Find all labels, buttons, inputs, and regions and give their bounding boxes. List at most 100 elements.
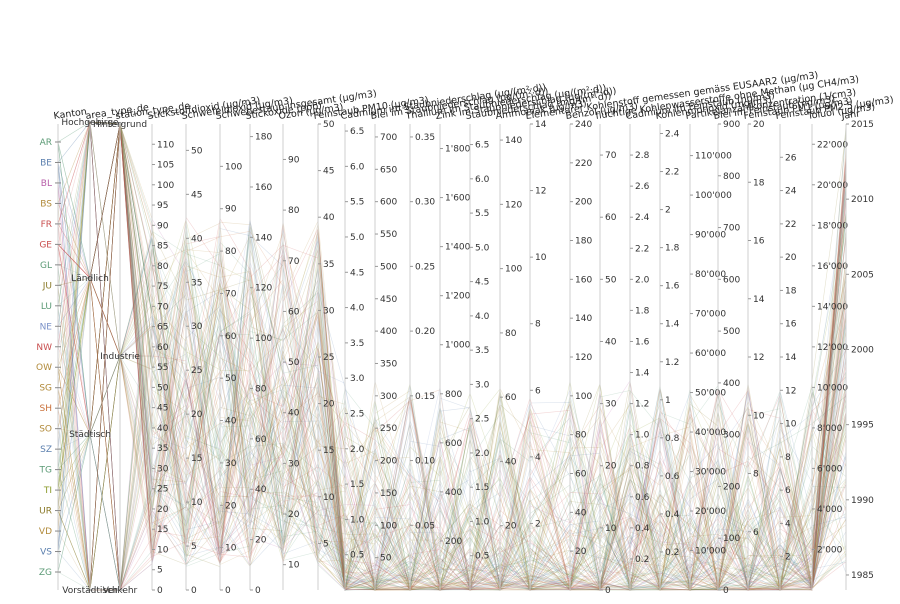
tick-label: 25 [157,485,168,495]
tick-label: 20 [225,501,237,511]
tick-label: 0.5 [475,552,489,562]
tick-label: 40 [505,457,517,467]
record-polyline [57,279,847,591]
tick-label: 15 [191,454,202,464]
tick-label: 100 [505,265,522,275]
record-polyline [57,267,847,591]
tick-label: 2.5 [350,409,364,419]
record-polyline [57,121,847,591]
tick-label: 1.4 [635,369,650,379]
tick-label: 150 [380,489,397,499]
tick-label: 90'000 [695,231,726,241]
record-polyline [57,213,847,590]
tick-label: 1990 [851,496,874,506]
tick-label: 20 [288,510,300,520]
category-label-sh: SH [40,404,52,414]
record-polyline [57,123,847,591]
tick-label: 120 [505,200,522,210]
tick-label: 140 [255,233,272,243]
record-polyline [57,121,847,592]
record-polyline [57,121,847,591]
tick-label: 40 [191,234,203,244]
tick-label: 200 [380,457,397,467]
tick-label: 45 [323,167,334,177]
tick-label: 400 [380,327,397,337]
tick-label: 80 [288,206,300,216]
record-polyline [57,121,847,592]
tick-label: 800 [445,390,462,400]
tick-label: 10 [535,253,547,263]
category-label-zg: ZG [39,568,52,578]
tick-label: 70 [157,302,169,312]
record-polyline [57,121,847,591]
record-polyline [57,123,847,591]
tick-label: 100 [380,521,397,531]
record-polyline [57,309,847,591]
tick-label: 600 [445,439,462,449]
tick-label: 400 [723,379,740,389]
tick-label: 70 [225,289,237,299]
tick-label: 2.4 [665,130,680,140]
tick-label: 18 [753,178,765,188]
tick-label: 20 [605,462,617,472]
tick-label: 140 [575,314,592,324]
category-label-ju: JU [42,281,52,291]
tick-label: 400 [445,488,462,498]
tick-label: 3.5 [475,346,489,356]
record-polyline [57,121,847,591]
tick-label: 80 [505,329,517,339]
tick-label: 5.0 [350,233,365,243]
category-label-sz: SZ [40,445,52,455]
tick-label: 2.2 [665,168,679,178]
record-polyline [57,183,847,591]
tick-label: 180 [255,133,272,143]
record-polyline [57,121,847,591]
category-label-hintergrund: Hintergrund [93,120,147,130]
record-polyline [57,121,847,591]
tick-label: 0.4 [665,510,680,520]
tick-label: 1'800 [445,145,471,155]
record-polyline [57,123,847,591]
tick-label: 90 [157,221,169,231]
tick-label: 60 [225,332,237,342]
category-label-ar: AR [40,138,52,148]
tick-label: 45 [191,190,202,200]
tick-label: 20 [157,505,169,515]
record-polyline [57,123,847,591]
record-polyline [57,123,847,591]
tick-label: 1.0 [635,431,650,441]
category-label-ti: TI [43,486,52,496]
tick-label: 160 [255,183,272,193]
record-polyline [57,123,847,591]
category-label-l-ndlich: Ländlich [71,274,109,284]
tick-label: 4.0 [350,304,365,314]
tick-label: 100 [723,534,740,544]
tick-label: 40 [157,424,169,434]
tick-label: 10 [191,498,203,508]
record-polyline [57,256,847,591]
record-polyline [57,123,847,591]
tick-label: 12'000 [817,343,848,353]
record-polyline [57,123,847,590]
tick-label: 30 [157,464,169,474]
record-polyline [57,123,847,591]
record-polyline [57,162,847,591]
tick-label: 0.30 [415,198,435,208]
record-polyline [57,124,847,591]
record-polyline [57,123,847,591]
tick-label: 40 [225,417,237,427]
record-polyline [57,223,847,591]
record-polyline [57,121,847,592]
tick-label: 650 [380,165,397,175]
tick-label: 10 [753,411,765,421]
tick-label: 80 [575,431,587,441]
record-polyline [57,123,847,591]
record-polyline [57,123,847,591]
tick-label: 2000 [851,345,874,355]
category-label-nw: NW [36,343,52,353]
tick-label: 500 [723,327,740,337]
tick-label: 40'000 [695,428,726,438]
record-polyline [57,166,847,591]
record-polyline [57,121,847,591]
